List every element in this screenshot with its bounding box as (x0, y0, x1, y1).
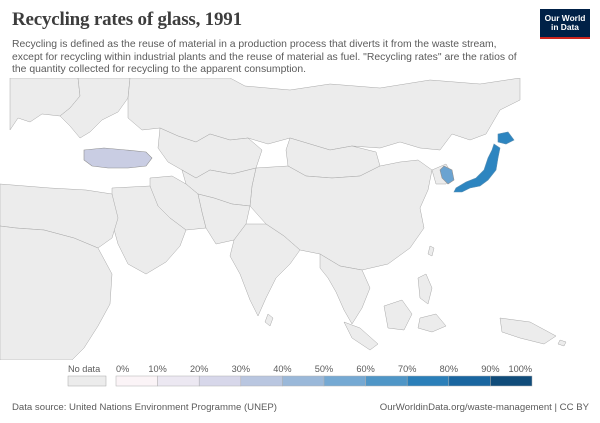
world-map (0, 78, 567, 360)
country-japan[interactable] (453, 131, 515, 193)
country-indonesia-west[interactable] (343, 321, 379, 351)
legend-bin[interactable] (157, 375, 200, 387)
country-turkey[interactable] (83, 147, 153, 169)
legend-tick-label: 20% (190, 364, 208, 374)
country-taiwan[interactable] (427, 245, 435, 257)
license-link[interactable]: OurWorldinData.org/waste-management | CC… (379, 402, 589, 413)
legend-tick-label: 80% (440, 364, 458, 374)
legend-tick-label: 40% (273, 364, 291, 374)
legend-tick-label: 0% (116, 364, 129, 374)
legend-tick-label: 90% (481, 364, 499, 374)
legend-tick-label: 50% (315, 364, 333, 374)
country-indonesia-east[interactable] (417, 313, 447, 333)
legend-bin[interactable] (448, 375, 491, 387)
country-philippines[interactable] (417, 273, 433, 305)
legend-no-data-label: No data (68, 364, 101, 374)
country-southeast-asia[interactable] (319, 253, 371, 325)
country-sri-lanka[interactable] (264, 313, 274, 327)
legend-bin[interactable] (406, 375, 450, 387)
legend-tick-label: 60% (356, 364, 374, 374)
legend-bin[interactable] (115, 375, 158, 387)
country-south-korea[interactable] (439, 165, 455, 185)
country-indonesia-borneo[interactable] (383, 299, 413, 331)
legend-tick-label: 70% (398, 364, 416, 374)
legend-bin[interactable] (240, 375, 283, 387)
color-legend: No data 0% 10% 20% 30% 40% 50% 60% 70% 80% 90% 100… (67, 364, 533, 387)
chart-subtitle: Recycling is defined as the reuse of mat… (12, 39, 517, 76)
legend-tick-label: 100% (509, 364, 533, 374)
legend-bin[interactable] (365, 375, 408, 387)
country-africa-central[interactable] (0, 225, 113, 360)
owid-logo[interactable]: Our World in Data (540, 9, 590, 39)
chart-title: Recycling rates of glass, 1991 (12, 9, 242, 30)
logo-line-1: Our World (544, 13, 586, 23)
legend-bin[interactable] (282, 375, 325, 387)
country-new-guinea[interactable] (499, 317, 557, 345)
legend-no-data-swatch (67, 375, 107, 387)
country-india[interactable] (229, 223, 301, 317)
legend-tick-label: 30% (232, 364, 250, 374)
legend-bin[interactable] (198, 375, 242, 387)
legend-bin[interactable] (490, 375, 533, 387)
legend-tick-label: 10% (148, 364, 166, 374)
legend-bin[interactable] (323, 375, 366, 387)
country-middle-east[interactable] (111, 185, 187, 275)
data-source-note: Data source: United Nations Environment … (12, 402, 277, 413)
logo-line-2: in Data (551, 22, 579, 32)
logo-accent-bar (540, 37, 590, 39)
country-solomon-islands[interactable] (557, 339, 567, 347)
